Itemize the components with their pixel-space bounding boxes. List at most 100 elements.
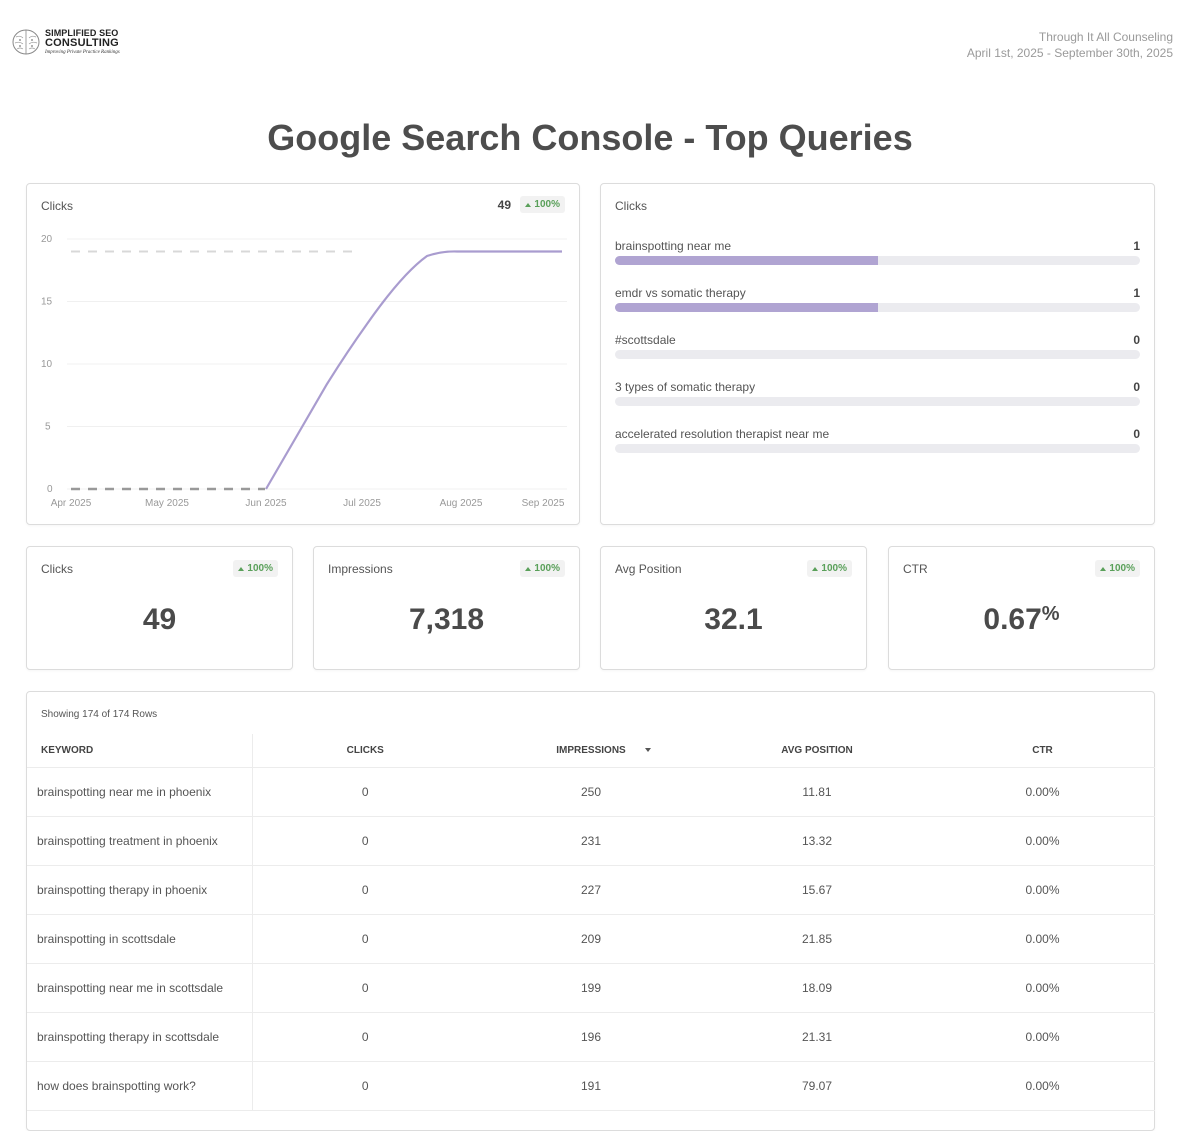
table-row: how does brainspotting work? 0 191 79.07… (27, 1061, 1155, 1111)
arrow-up-icon (812, 566, 819, 571)
cell-keyword: how does brainspotting work? (27, 1061, 253, 1111)
bar-track (615, 256, 1140, 265)
bar-track (615, 350, 1140, 359)
sort-descending-icon (645, 748, 651, 752)
svg-text:Aug 2025: Aug 2025 (440, 498, 483, 509)
cell-avg-position: 13.32 (704, 816, 930, 866)
cell-impressions: 191 (478, 1061, 704, 1111)
kpi-value: 0.67% (983, 603, 1060, 636)
change-value: 100% (534, 199, 560, 210)
cell-keyword: brainspotting in scottsdale (27, 914, 253, 964)
kpi-card-avg-position: Avg Position 100% 32.1 (600, 546, 867, 670)
change-value: 100% (1109, 563, 1135, 574)
queries-table: KEYWORD CLICKS IMPRESSIONS AVG POSITION … (27, 734, 1155, 1111)
bar-value: 0 (1133, 333, 1140, 347)
cell-clicks: 0 (252, 1012, 478, 1062)
table-row: brainspotting therapy in phoenix 0 227 1… (27, 865, 1155, 915)
column-header-keyword[interactable]: KEYWORD (27, 734, 253, 768)
logo-tagline: Improving Private Practice Rankings (45, 50, 120, 55)
arrow-up-icon (525, 202, 532, 207)
cell-avg-position: 21.85 (704, 914, 930, 964)
x-axis-ticks: Apr 2025 May 2025 Jun 2025 Jul 2025 Aug … (51, 498, 565, 509)
kpi-label: Clicks (41, 562, 73, 576)
line-chart: 20 15 10 5 0 Apr 2025 May 2025 Jun 2025 … (41, 234, 567, 509)
change-badge: 100% (520, 560, 565, 577)
change-badge: 100% (1095, 560, 1140, 577)
cell-clicks: 0 (252, 816, 478, 866)
cell-keyword: brainspotting near me in scottsdale (27, 963, 253, 1013)
svg-text:15: 15 (41, 297, 53, 308)
column-header-avg-position[interactable]: AVG POSITION (704, 734, 930, 768)
page-title: Google Search Console - Top Queries (267, 117, 913, 158)
kpi-card-impressions: Impressions 100% 7,318 (313, 546, 580, 670)
bar-label: emdr vs somatic therapy (615, 286, 746, 300)
svg-text:Apr 2025: Apr 2025 (51, 498, 92, 509)
cell-keyword: brainspotting treatment in phoenix (27, 816, 253, 866)
svg-text:20: 20 (41, 234, 53, 245)
date-range: April 1st, 2025 - September 30th, 2025 (966, 46, 1173, 60)
kpi-value: 49 (142, 603, 177, 636)
bar-row: #scottsdale 0 (615, 330, 1140, 377)
cell-clicks: 0 (252, 914, 478, 964)
queries-table-card: Showing 174 of 174 Rows KEYWORD CLICKS I… (26, 691, 1155, 1131)
table-row: brainspotting therapy in scottsdale 0 19… (27, 1012, 1155, 1062)
report-header: SIMPLIFIED SEO CONSULTING Improving Priv… (0, 0, 1180, 80)
change-value: 100% (247, 563, 273, 574)
bar-value: 1 (1133, 239, 1140, 253)
svg-text:Jun 2025: Jun 2025 (245, 498, 287, 509)
bar-label: 3 types of somatic therapy (615, 380, 756, 394)
y-axis-ticks: 20 15 10 5 0 (41, 234, 53, 495)
cell-ctr: 0.00% (930, 767, 1155, 817)
cell-keyword: brainspotting near me in phoenix (27, 767, 253, 817)
column-header-impressions[interactable]: IMPRESSIONS (478, 734, 704, 768)
bar-label: accelerated resolution therapist near me (615, 427, 830, 441)
logo-line1: SIMPLIFIED SEO (45, 28, 119, 38)
logo-line2: CONSULTING (45, 37, 119, 49)
svg-text:Sep 2025: Sep 2025 (522, 498, 565, 509)
client-info: Through It All Counseling April 1st, 202… (967, 29, 1173, 61)
client-name: Through It All Counseling (1038, 30, 1173, 44)
cell-ctr: 0.00% (930, 816, 1155, 866)
bar-list: brainspotting near me 1 emdr vs somatic … (615, 236, 1140, 471)
logo: SIMPLIFIED SEO CONSULTING Improving Priv… (11, 27, 120, 57)
bar-label: #scottsdale (615, 333, 676, 347)
cell-clicks: 0 (252, 1061, 478, 1111)
bar-value: 1 (1133, 286, 1140, 300)
svg-text:10: 10 (41, 359, 53, 370)
cell-keyword: brainspotting therapy in phoenix (27, 865, 253, 915)
cell-avg-position: 79.07 (704, 1061, 930, 1111)
arrow-up-icon (1100, 566, 1107, 571)
bar-row: accelerated resolution therapist near me… (615, 424, 1140, 471)
row-count: Showing 174 of 174 Rows (41, 709, 158, 720)
arrow-up-icon (238, 566, 245, 571)
table-row: brainspotting in scottsdale 0 209 21.85 … (27, 914, 1155, 964)
kpi-card-clicks: Clicks 100% 49 (26, 546, 293, 670)
clicks-line-chart-card: Clicks 49 100% 20 15 10 5 0 Apr 2025 May… (26, 183, 580, 525)
cell-impressions: 209 (478, 914, 704, 964)
arrow-up-icon (525, 566, 532, 571)
bar-track (615, 444, 1140, 453)
column-header-clicks[interactable]: CLICKS (252, 734, 478, 768)
cell-clicks: 0 (252, 767, 478, 817)
cell-impressions: 250 (478, 767, 704, 817)
cell-avg-position: 15.67 (704, 865, 930, 915)
cell-avg-position: 11.81 (704, 767, 930, 817)
cell-avg-position: 21.31 (704, 1012, 930, 1062)
table-row: brainspotting treatment in phoenix 0 231… (27, 816, 1155, 866)
card-label: Clicks (41, 199, 73, 213)
brain-icon (12, 29, 40, 55)
kpi-card-ctr: CTR 100% 0.67% (888, 546, 1155, 670)
change-value: 100% (821, 563, 847, 574)
bar-row: brainspotting near me 1 (615, 236, 1140, 283)
change-badge: 100% (520, 196, 565, 213)
chart-total: 49 (497, 198, 511, 212)
kpi-value: 7,318 (408, 603, 485, 636)
bar-label: brainspotting near me (615, 239, 732, 253)
cell-impressions: 199 (478, 963, 704, 1013)
cell-impressions: 196 (478, 1012, 704, 1062)
cell-ctr: 0.00% (930, 1012, 1155, 1062)
column-header-ctr[interactable]: CTR (930, 734, 1155, 768)
bar-value: 0 (1133, 380, 1140, 394)
bar-track (615, 303, 1140, 312)
bar-fill (615, 256, 878, 265)
